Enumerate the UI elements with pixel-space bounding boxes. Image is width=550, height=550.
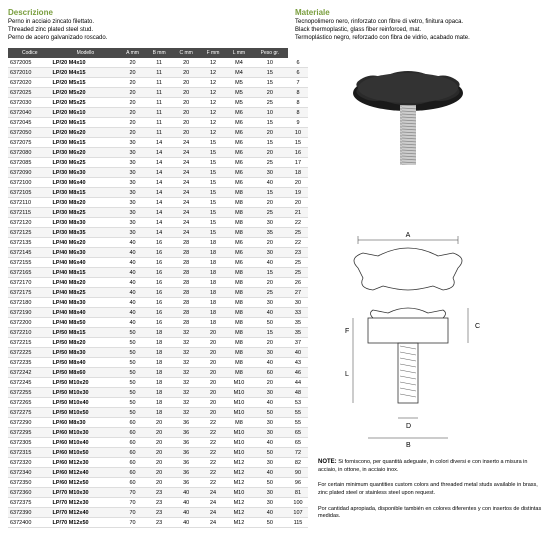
table-row: 6372400LP/70 M12x5070234024M1250115 (8, 518, 308, 528)
table-row: 6372245LP/50 M10x2050183220M102044 (8, 378, 308, 388)
mat-it: Tecnopolimero nero, rinforzato con fibre… (295, 19, 542, 27)
col-header: Peso gr. (252, 48, 288, 58)
table-row: 6372225LP/50 M8x3050183220M83040 (8, 348, 308, 358)
table-row: 6372115LP/30 M8x2530142415M82521 (8, 208, 308, 218)
table-row: 6372340LP/60 M12x4060203622M124090 (8, 468, 308, 478)
table-row: 6372175LP/40 M8x2540162818M82527 (8, 288, 308, 298)
note-it: Si forniscono, per quantità adeguate, in… (318, 459, 527, 473)
table-row: 6372080LP/30 M6x2030142415M62016 (8, 148, 308, 158)
mat-title: Materiale (295, 8, 542, 17)
table-row: 6372075LP/30 M6x1530142415M61515 (8, 138, 308, 148)
mat-es: Termoplástico negro, reforzado con fibra… (295, 35, 542, 43)
svg-text:B: B (406, 442, 411, 448)
table-row: 6372120LP/30 M8x3030142415M83022 (8, 218, 308, 228)
note-es: Por cantidad apropiada, disponible tambi… (318, 506, 541, 520)
desc-en: Threaded zinc plated steel stud. (8, 27, 255, 35)
svg-text:L: L (345, 371, 349, 378)
col-header: F mm (200, 48, 226, 58)
table-row: 6372005LP/20 M4x1020112012M4106 (8, 58, 308, 68)
table-row: 6372375LP/70 M12x3070234024M1230100 (8, 498, 308, 508)
table-row: 6372045LP/20 M6x1520112012M6159 (8, 118, 308, 128)
table-row: 6372110LP/30 M8x2030142415M82020 (8, 198, 308, 208)
svg-text:C: C (475, 323, 480, 330)
mat-en: Black thermoplastic, glass fiber reinfor… (295, 27, 542, 35)
table-row: 6372215LP/50 M8x2050183220M82037 (8, 338, 308, 348)
svg-text:D: D (406, 423, 411, 430)
col-header: C mm (173, 48, 200, 58)
product-table: CodiceModelloA mmB mmC mmF mmL mmPeso gr… (8, 48, 308, 528)
table-row: 6372100LP/30 M6x4030142415M64020 (8, 178, 308, 188)
table-row: 6372020LP/20 M5x1520112012M5157 (8, 78, 308, 88)
table-row: 6372145LP/40 M6x3040162818M63023 (8, 248, 308, 258)
table-row: 6372090LP/30 M6x3030142415M63018 (8, 168, 308, 178)
table-row: 6372210LP/50 M8x1550183220M81535 (8, 328, 308, 338)
table-row: 6372010LP/20 M4x1520112012M4156 (8, 68, 308, 78)
table-row: 6372135LP/40 M6x2040162818M62022 (8, 238, 308, 248)
table-row: 6372155LP/40 M6x4040162818M64025 (8, 258, 308, 268)
desc-es: Perno de acero galvanizado roscado. (8, 35, 255, 43)
table-row: 6372040LP/20 M6x1020112012M6108 (8, 108, 308, 118)
table-row: 6372085LP/30 M6x2530142415M62517 (8, 158, 308, 168)
table-row: 6372242LP/50 M8x6050183220M86046 (8, 368, 308, 378)
table-row: 6372350LP/60 M12x5060203622M125096 (8, 478, 308, 488)
table-row: 6372025LP/20 M5x2020112012M5208 (8, 88, 308, 98)
desc-title: Descrizione (8, 8, 255, 17)
col-header: Codice (8, 48, 52, 58)
table-row: 6372180LP/40 M8x3040162818M83030 (8, 298, 308, 308)
table-row: 6372295LP/60 M10x3060203622M103065 (8, 428, 308, 438)
table-row: 6372320LP/60 M12x3060203622M123082 (8, 458, 308, 468)
table-row: 6372030LP/20 M5x2520112012M5258 (8, 98, 308, 108)
table-row: 6372390LP/70 M12x4070234024M1240107 (8, 508, 308, 518)
col-header: B mm (146, 48, 173, 58)
table-row: 6372190LP/40 M8x4040162818M84033 (8, 308, 308, 318)
svg-text:F: F (345, 328, 349, 335)
table-row: 6372290LP/60 M8x3060203622M83055 (8, 418, 308, 428)
table-row: 6372050LP/20 M6x2020112012M62010 (8, 128, 308, 138)
technical-diagram: A C F L D B (318, 228, 498, 448)
note-en: For certain minimum quantities custom co… (318, 482, 538, 496)
table-row: 6372275LP/50 M10x5050183220M105055 (8, 408, 308, 418)
table-row: 6372265LP/50 M10x4050183220M104053 (8, 398, 308, 408)
table-row: 6372200LP/40 M8x5040162818M85035 (8, 318, 308, 328)
svg-text:A: A (406, 232, 411, 239)
table-row: 6372360LP/70 M10x3070234024M103081 (8, 488, 308, 498)
table-row: 6372170LP/40 M8x2040162818M82026 (8, 278, 308, 288)
col-header: L mm (226, 48, 252, 58)
col-header: A mm (119, 48, 145, 58)
table-row: 6372315LP/60 M10x5060203622M105072 (8, 448, 308, 458)
table-row: 6372125LP/30 M8x3530142415M83525 (8, 228, 308, 238)
note-label: NOTE: (318, 459, 337, 465)
table-row: 6372105LP/30 M8x1530142415M81519 (8, 188, 308, 198)
col-header: Modello (52, 48, 120, 58)
table-row: 6372305LP/60 M10x4060203622M104065 (8, 438, 308, 448)
table-row: 6372165LP/40 M8x1540162818M81525 (8, 268, 308, 278)
table-row: 6372235LP/50 M8x4050183220M84043 (8, 358, 308, 368)
product-image (318, 48, 498, 208)
table-row: 6372255LP/50 M10x3050183220M103048 (8, 388, 308, 398)
desc-it: Perno in acciaio zincato filettato. (8, 19, 255, 27)
